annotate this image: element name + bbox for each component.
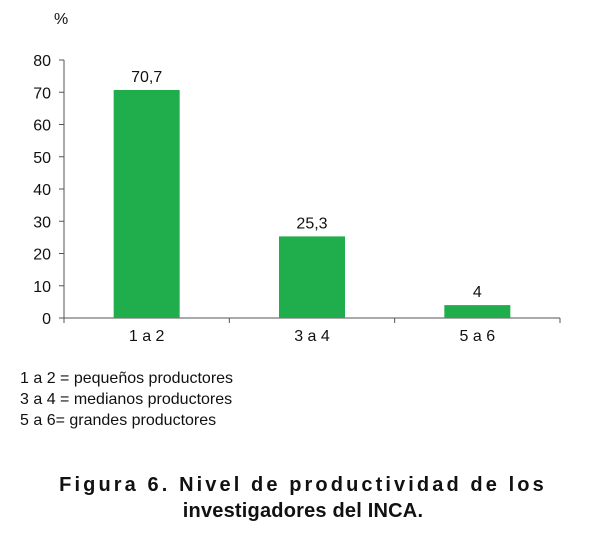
bar-value-label: 70,7	[131, 69, 162, 86]
figure-caption-line2: investigadores del INCA.	[182, 500, 424, 522]
y-tick-label: 40	[33, 182, 51, 199]
y-axis-ticks: 0 10 20 30 40 50 60 70 80	[33, 53, 64, 328]
y-tick-label: 0	[42, 311, 51, 328]
bar-series	[113, 89, 511, 319]
bar	[279, 236, 345, 318]
legend-item-medium-producers: 3 a 4 = medianos productores	[20, 391, 233, 408]
bar-data-labels: 70,7 25,3 4	[131, 69, 482, 301]
category-legend: 1 a 2 = pequeños productores 3 a 4 = med…	[20, 368, 233, 431]
y-tick-label: 70	[33, 85, 51, 102]
y-tick-label: 30	[33, 214, 51, 231]
bar-value-label: 4	[473, 284, 482, 301]
bar-value-label: 25,3	[296, 215, 327, 232]
y-tick-label: 80	[33, 53, 51, 70]
figure-caption: Figura 6. Nivel de productividad de los …	[18, 472, 588, 524]
x-tick-label: 1 a 2	[129, 328, 165, 345]
legend-item-small-producers: 1 a 2 = pequeños productores	[20, 370, 234, 387]
bar	[113, 89, 180, 319]
x-axis-ticks	[63, 318, 561, 323]
figure-caption-line1: Figura 6. Nivel de productividad de los	[59, 474, 547, 496]
x-axis-tick-labels: 1 a 2 3 a 4 5 a 6	[129, 328, 495, 345]
bar-chart: % 0 10 20 30 40 50 60 70 80 70,7 25,3 4 1 a 2 3 a 4…	[33, 11, 561, 345]
bar	[444, 305, 511, 318]
y-tick-label: 50	[33, 150, 51, 167]
x-tick-label: 5 a 6	[460, 328, 496, 345]
y-tick-label: 10	[33, 279, 51, 296]
y-tick-label: 20	[33, 247, 51, 264]
y-tick-label: 60	[33, 118, 51, 135]
y-axis-unit-label: %	[54, 11, 68, 28]
legend-item-large-producers: 5 a 6= grandes productores	[20, 412, 217, 429]
x-tick-label: 3 a 4	[294, 328, 330, 345]
